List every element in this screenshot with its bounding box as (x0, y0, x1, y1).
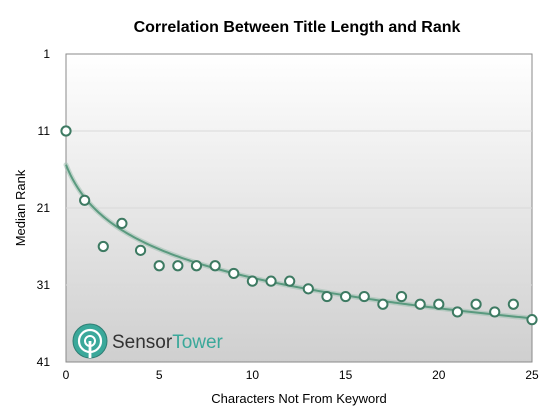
data-point (228, 267, 240, 280)
data-point (470, 298, 482, 310)
data-point (79, 194, 91, 206)
data-point (395, 290, 408, 303)
logo-word-tower: Tower (172, 332, 223, 353)
data-point (153, 260, 165, 272)
x-axis-label: Characters Not From Keyword (211, 391, 387, 406)
data-point (97, 240, 109, 253)
logo-word-sensor: Sensor (112, 332, 173, 353)
data-point (414, 298, 426, 310)
data-point (302, 283, 314, 295)
x-tick-label: 15 (339, 368, 353, 382)
y-tick-label: 11 (38, 124, 51, 138)
sensor-tower-logo: SensorTower (72, 323, 224, 359)
y-axis-label: Median Rank (13, 169, 28, 246)
data-point (116, 217, 128, 229)
data-point (284, 275, 296, 287)
data-point (526, 314, 538, 326)
x-tick-label: 20 (432, 368, 446, 382)
data-point (433, 298, 445, 310)
x-tick-label: 25 (525, 368, 539, 382)
data-point (358, 290, 370, 303)
data-point (209, 260, 221, 272)
data-point (507, 298, 519, 310)
x-tick-label: 5 (156, 368, 163, 382)
x-tick-label: 0 (63, 368, 70, 382)
x-tick-label: 10 (246, 368, 260, 382)
y-tick-label: 31 (37, 278, 51, 292)
data-points (60, 125, 538, 326)
data-point (489, 306, 501, 318)
y-tick-label: 1 (43, 47, 50, 61)
data-point (60, 125, 72, 137)
data-point (451, 306, 464, 318)
chart-title: Correlation Between Title Length and Ran… (134, 19, 461, 36)
svg-text:SensorTower: SensorTower (112, 332, 224, 353)
y-tick-label: 21 (37, 201, 51, 215)
x-axis-ticks: 0 5 10 15 20 25 (63, 368, 539, 382)
data-point (190, 260, 203, 272)
sensor-tower-logo-icon (72, 323, 108, 359)
data-point (134, 244, 147, 256)
data-point (265, 275, 277, 287)
data-point (340, 290, 352, 303)
data-point (321, 290, 333, 303)
y-tick-label: 41 (37, 355, 51, 369)
data-point (246, 275, 258, 287)
data-point (172, 260, 184, 272)
data-point (377, 298, 389, 310)
